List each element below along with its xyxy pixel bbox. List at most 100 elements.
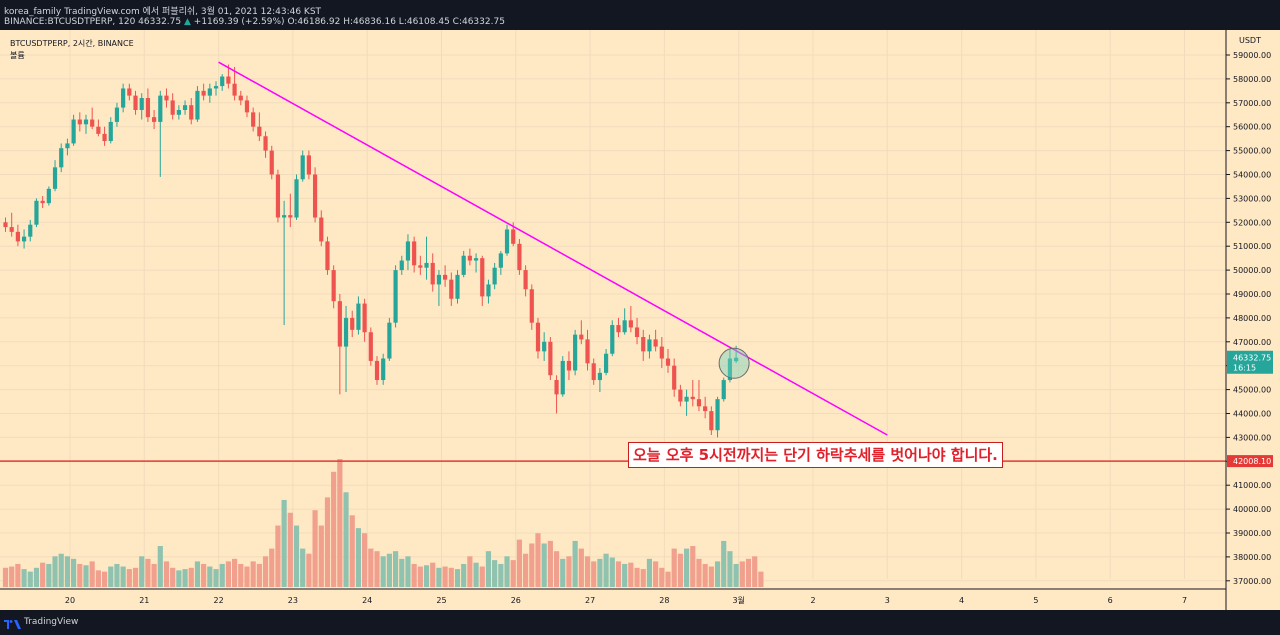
volume-bar xyxy=(473,562,479,587)
candle-body xyxy=(145,98,151,118)
candle-body xyxy=(83,119,89,125)
candle-body xyxy=(727,358,733,381)
volume-bar xyxy=(89,561,95,587)
y-tick-label: 39000.00 xyxy=(1233,529,1271,538)
price-chart[interactable]: USDT59000.0058000.0057000.0056000.005500… xyxy=(0,30,1280,610)
candle-body xyxy=(257,126,262,137)
candle-body xyxy=(15,231,20,242)
volume-bar xyxy=(702,563,708,587)
candle-body xyxy=(560,360,565,395)
volume-bar xyxy=(368,548,374,587)
volume-bar xyxy=(690,546,696,587)
candle-body xyxy=(176,109,181,115)
candle-body xyxy=(251,112,256,127)
volume-bar xyxy=(578,548,584,587)
volume-bar xyxy=(640,569,646,587)
y-tick-label: 52000.00 xyxy=(1233,218,1271,227)
volume-bar xyxy=(343,492,349,587)
volume-bar xyxy=(231,558,238,587)
volume-bar xyxy=(523,553,529,587)
candle-body xyxy=(430,262,435,285)
volume-bar xyxy=(306,553,312,587)
candle-body xyxy=(480,258,485,297)
candle-body xyxy=(436,274,442,285)
volume-bar xyxy=(194,561,201,587)
candle-body xyxy=(554,380,559,395)
y-tick-label: 37000.00 xyxy=(1233,577,1271,586)
candle-body xyxy=(492,267,497,285)
x-tick-label: 27 xyxy=(585,596,595,605)
x-tick-label: 25 xyxy=(436,596,446,605)
candle-body xyxy=(498,253,503,268)
candle-body xyxy=(665,358,671,366)
candle-body xyxy=(523,270,528,290)
volume-bar xyxy=(504,556,510,587)
price-change: +1169.39 (+2.59%) xyxy=(193,17,285,27)
volume-bar xyxy=(708,566,714,587)
candle-body xyxy=(455,274,460,299)
volume-bar xyxy=(9,566,15,587)
x-tick-label: 4 xyxy=(959,596,964,605)
legend-symbol: BTCUSDTPERP, 2시간, BINANCE xyxy=(10,39,134,48)
candle-body xyxy=(263,136,268,151)
volume-bar xyxy=(665,571,671,587)
candle-body xyxy=(306,155,311,175)
publish-info: korea_family TradingView.com 에서 퍼블리쉬, 3월… xyxy=(4,7,322,17)
volume-bar xyxy=(225,561,231,587)
tradingview-logo-icon xyxy=(4,620,21,629)
volume-bar xyxy=(566,556,572,587)
volume-bar xyxy=(714,561,721,587)
candle-body xyxy=(337,301,342,347)
volume-bar xyxy=(300,548,306,587)
volume-bar xyxy=(108,566,114,587)
candle-body xyxy=(486,284,491,297)
volume-bar xyxy=(101,571,108,587)
volume-bar xyxy=(27,571,33,587)
volume-bar xyxy=(423,565,430,587)
candle-body xyxy=(709,411,714,431)
volume-bar xyxy=(696,558,702,587)
volume-bar xyxy=(609,557,615,587)
candle-body xyxy=(393,270,398,323)
x-tick-label: 3 xyxy=(885,596,890,605)
volume-bar xyxy=(584,556,591,587)
candle-body xyxy=(449,279,454,299)
volume-bar xyxy=(541,543,547,587)
volume-bar xyxy=(405,556,411,587)
volume-bar xyxy=(553,551,560,587)
candle-body xyxy=(467,255,472,261)
volume-bar xyxy=(380,556,386,587)
volume-bar xyxy=(2,567,9,587)
candle-body xyxy=(715,399,720,431)
candle-body xyxy=(412,241,417,266)
candle-body xyxy=(678,389,683,402)
trendline xyxy=(218,61,888,436)
candle-body xyxy=(121,88,126,108)
candle-body xyxy=(182,105,188,110)
candle-body xyxy=(59,148,64,168)
volume-bar xyxy=(572,540,578,587)
candle-body xyxy=(424,262,429,268)
volume-bar xyxy=(287,512,293,587)
candle-body xyxy=(46,188,51,204)
volume-bar xyxy=(71,558,77,587)
volume-bar xyxy=(21,569,27,587)
volume-bar xyxy=(628,562,634,587)
volume-bar xyxy=(331,471,337,587)
candle-body xyxy=(387,322,392,359)
volume-bar xyxy=(52,556,58,587)
volume-bar xyxy=(170,567,176,587)
volume-bar xyxy=(683,548,690,587)
candle-body xyxy=(591,363,596,381)
volume-bar xyxy=(250,561,256,587)
volume-bar xyxy=(430,562,436,587)
volume-bar xyxy=(461,563,467,587)
candle-body xyxy=(319,217,324,242)
candle-body xyxy=(566,360,572,371)
candle-body xyxy=(213,86,219,89)
chart-area[interactable]: USDT 59000.00 58000.00 57000.00 56000.00 5500… xyxy=(0,30,1280,610)
volume-bar xyxy=(399,558,405,587)
candle-body xyxy=(641,337,646,352)
candle-body xyxy=(40,200,45,204)
volume-bar xyxy=(727,551,733,587)
